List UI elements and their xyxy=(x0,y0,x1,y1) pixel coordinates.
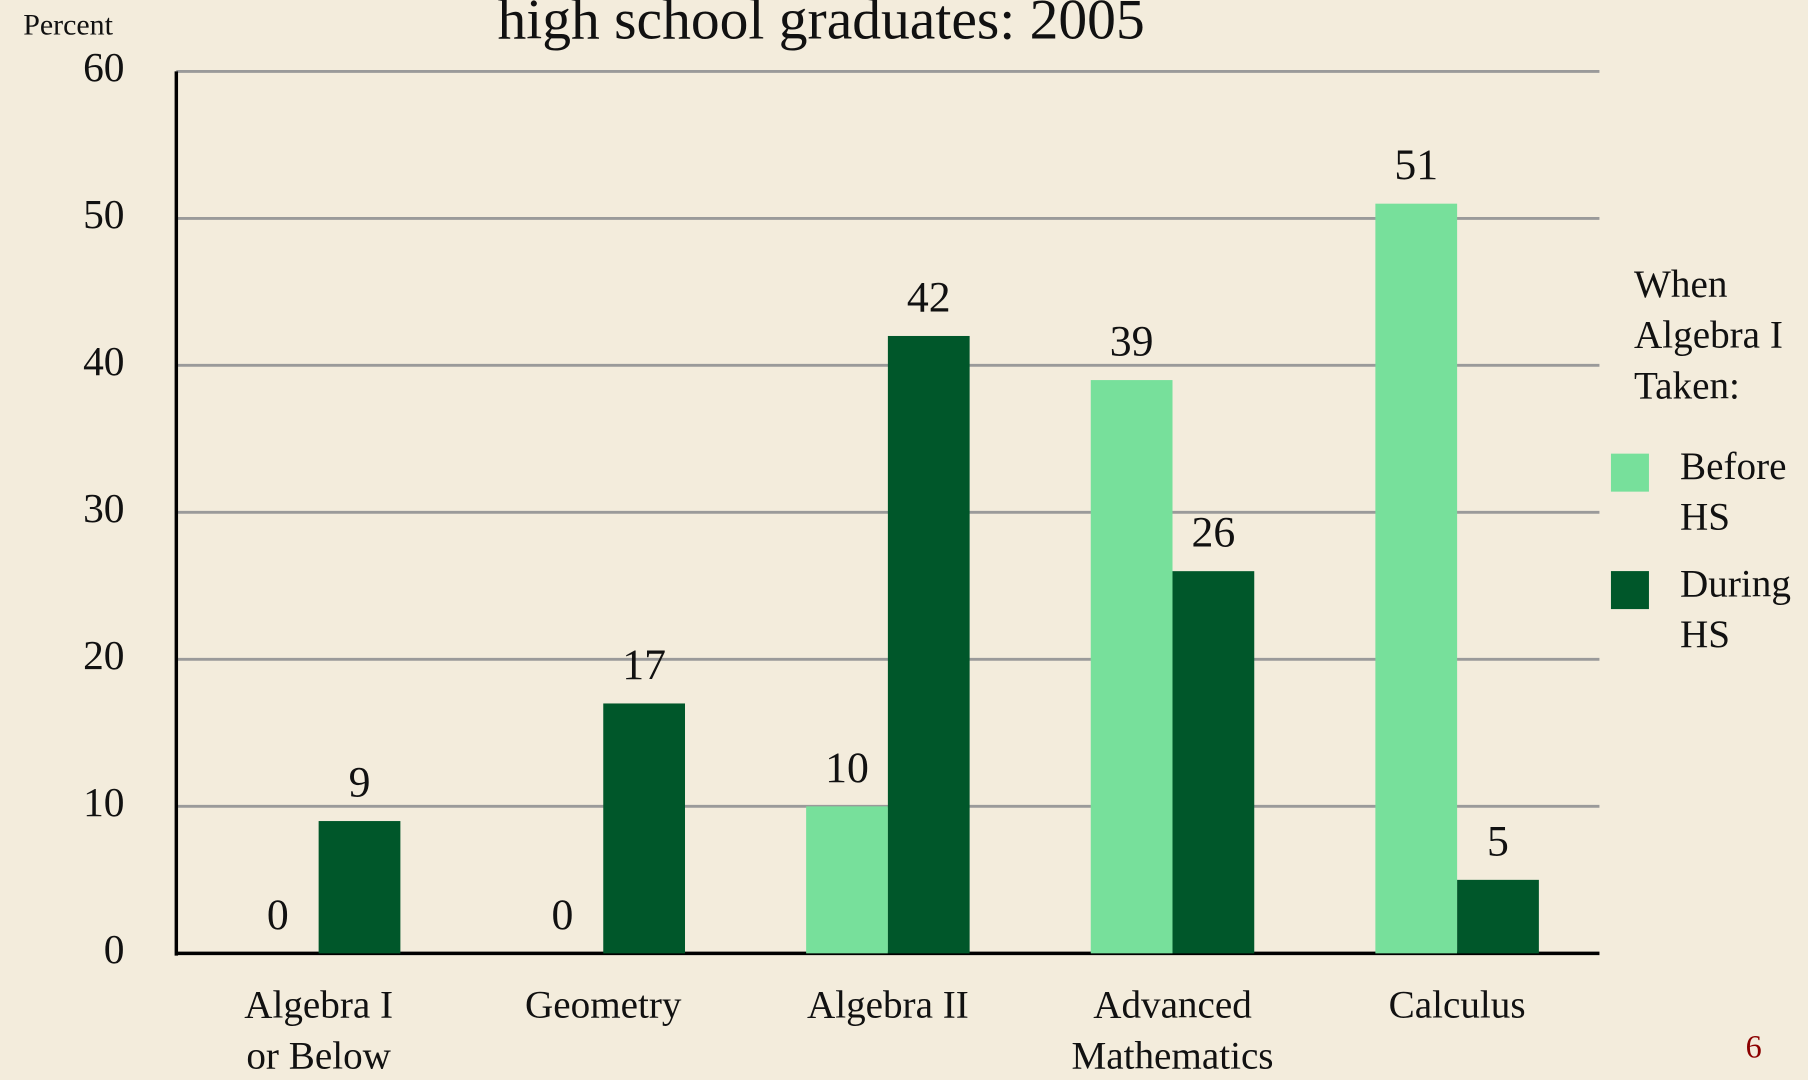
value-label: 10 xyxy=(825,744,869,792)
value-label: 51 xyxy=(1394,141,1438,189)
bar xyxy=(1375,203,1458,954)
bar xyxy=(603,703,686,954)
y-tick-label: 40 xyxy=(83,338,124,384)
y-tick-label: 50 xyxy=(83,191,124,237)
value-label: 9 xyxy=(349,759,371,807)
x-tick-label: Mathematics xyxy=(1071,1034,1273,1077)
y-tick-label: 20 xyxy=(83,632,124,678)
legend-title-box: When Algebra I Taken: xyxy=(1633,263,1783,409)
value-label: 0 xyxy=(551,891,573,939)
page-number: 6 xyxy=(1746,1028,1762,1064)
bar xyxy=(1457,879,1539,954)
value-label: 0 xyxy=(267,891,289,939)
x-tick-label: Algebra II xyxy=(807,984,969,1027)
bar xyxy=(318,821,401,954)
y-axis-label: Percent xyxy=(23,9,113,42)
bar xyxy=(806,806,888,954)
x-tick-label: or Below xyxy=(246,1034,391,1077)
legend-label: Before HS xyxy=(1680,445,1787,540)
legend-swatch xyxy=(1610,453,1649,492)
chart-title: high school graduates: 2005 xyxy=(497,0,1144,52)
y-tick-label: 0 xyxy=(104,926,125,972)
value-label: 17 xyxy=(622,641,666,689)
x-tick-label: Geometry xyxy=(525,984,682,1027)
value-label: 42 xyxy=(907,273,951,321)
legend-title: When Algebra I Taken: xyxy=(1633,263,1783,409)
x-tick-label: Advanced xyxy=(1093,984,1252,1027)
bar xyxy=(1172,571,1255,954)
value-label: 26 xyxy=(1192,509,1236,557)
y-tick-label: 60 xyxy=(83,44,124,90)
x-tick-label: Algebra I xyxy=(244,984,393,1027)
legend-swatch xyxy=(1610,571,1649,610)
legend-label-box: Before HS xyxy=(1680,445,1787,540)
bar xyxy=(1090,380,1173,954)
y-tick-label: 30 xyxy=(83,485,124,531)
x-tick-label: Calculus xyxy=(1389,984,1526,1027)
legend-label: During HS xyxy=(1680,563,1791,657)
value-label: 39 xyxy=(1110,318,1154,366)
legend-label-box: During HS xyxy=(1680,563,1791,657)
y-tick-label: 10 xyxy=(83,779,124,825)
bar xyxy=(887,335,970,954)
value-label: 5 xyxy=(1487,817,1509,865)
